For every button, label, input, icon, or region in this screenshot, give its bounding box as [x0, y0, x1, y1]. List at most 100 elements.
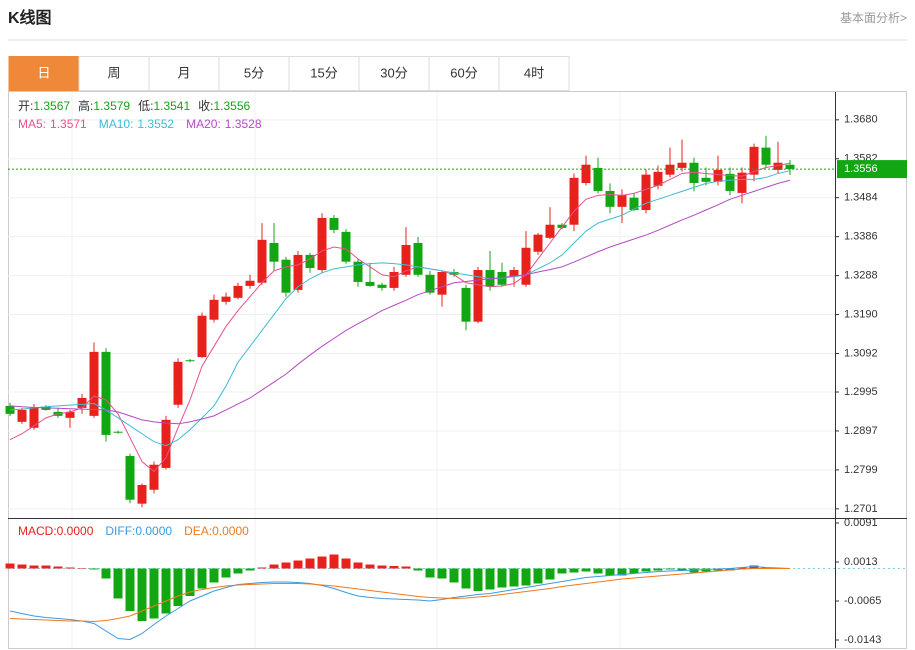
macd-bar: [569, 568, 579, 573]
legend-text: DEA:: [184, 524, 212, 538]
macd-bar: [401, 566, 411, 569]
macd-bar: [209, 568, 219, 583]
macd-bar: [173, 568, 183, 606]
legend-text: 1.3552: [137, 117, 174, 131]
macd-bar: [137, 568, 147, 621]
candle-body: [221, 296, 231, 302]
macd-bar: [245, 568, 255, 571]
macd-bar: [101, 568, 111, 579]
tab[interactable]: [148, 56, 220, 91]
legend-text: 高:: [78, 98, 93, 113]
candle-body: [149, 464, 159, 490]
y-tick-label: 1.3484: [844, 192, 878, 204]
candle-body: [233, 285, 243, 298]
macd-bar: [197, 568, 207, 589]
candle-body: [653, 171, 663, 186]
macd-bar: [41, 565, 51, 569]
candle-body: [89, 351, 99, 416]
candle-body: [173, 361, 183, 405]
y-tick-label: 0.0091: [844, 517, 878, 529]
tab-label[interactable]: 60分: [450, 65, 477, 80]
candle-body: [749, 146, 759, 175]
y-tick-label: 1.3386: [844, 231, 878, 243]
moving-average-line: [9, 162, 791, 473]
tab-label[interactable]: 5分: [244, 65, 264, 80]
macd-bar: [269, 564, 279, 569]
legend: 开:1.3567 高:1.3579 低:1.3541 收:1.3556: [18, 98, 251, 113]
macd-bar: [581, 568, 591, 572]
macd-bar: [545, 568, 555, 580]
candle-body: [533, 234, 543, 252]
macd-bar: [449, 568, 459, 583]
candle-body: [677, 162, 687, 168]
moving-average-line: [9, 179, 791, 425]
candle-body: [281, 259, 291, 293]
y-tick-label: 1.2897: [844, 425, 878, 437]
macd-bar: [113, 568, 123, 599]
macd-bar: [341, 558, 351, 569]
tab[interactable]: [498, 56, 570, 91]
candle-body: [737, 172, 747, 193]
macd-bar: [665, 568, 675, 570]
candle-body: [629, 197, 639, 211]
tab-label[interactable]: 日: [37, 65, 50, 80]
tab[interactable]: [358, 56, 430, 91]
candle-body: [773, 162, 783, 170]
candle-body: [257, 239, 267, 283]
tab-label[interactable]: 4时: [524, 65, 544, 80]
candle-body: [593, 167, 603, 191]
tab-bar: 日 周 月 5分 15分 30分 60分 4时: [8, 56, 570, 91]
candle-body: [389, 272, 399, 288]
tab-label[interactable]: 周: [107, 65, 120, 80]
candle-body: [365, 281, 375, 286]
y-tick-label: -0.0143: [844, 634, 881, 646]
macd-bar: [317, 556, 327, 569]
macd-bar: [653, 568, 663, 571]
candle-body: [641, 174, 651, 211]
legend-text: MACD:: [18, 524, 57, 538]
candle-body: [581, 164, 591, 183]
legend-text: MA5:: [18, 117, 46, 131]
candle-body: [761, 147, 771, 165]
legend-text: MA20:: [186, 117, 221, 131]
macd-bar: [425, 568, 435, 578]
legend-text: DIFF:: [105, 524, 135, 538]
candle-body: [329, 217, 339, 230]
tab[interactable]: [78, 56, 150, 91]
legend-text: MA10:: [99, 117, 134, 131]
macd-bar: [509, 568, 519, 587]
macd-bar: [365, 564, 375, 569]
macd-bar: [377, 565, 387, 569]
fundamental-link[interactable]: 基本面分析>: [840, 11, 907, 25]
macd-bar: [677, 568, 687, 571]
tab-label[interactable]: 30分: [380, 65, 407, 80]
candle-body: [197, 315, 207, 358]
y-tick-label: 1.2799: [844, 464, 878, 476]
macd-bar: [437, 568, 447, 579]
macd-bar: [125, 568, 135, 611]
candle-body: [401, 244, 411, 275]
candle-body: [785, 164, 795, 170]
legend-text: 0.0000: [212, 524, 249, 538]
y-tick-label: -0.0065: [844, 595, 881, 607]
macd-bar: [161, 568, 171, 614]
last-price-label: 1.3556: [844, 163, 878, 175]
candle-body: [473, 270, 483, 322]
macd-bar: [629, 568, 639, 574]
tab-label[interactable]: 15分: [310, 65, 337, 80]
macd-bar: [17, 564, 27, 569]
macd-bar: [461, 568, 471, 589]
macd-bar: [497, 568, 507, 588]
y-tick-label: 0.0013: [844, 556, 878, 568]
legend-text: 1.3579: [93, 99, 130, 113]
legend-text: 收:: [198, 99, 213, 113]
macd-bar: [557, 568, 567, 574]
candle-body: [353, 261, 363, 282]
candle-body: [29, 407, 39, 428]
candle-body: [161, 419, 171, 468]
candle-body: [665, 164, 675, 175]
candle-body: [713, 169, 723, 182]
y-tick-label: 1.3288: [844, 269, 878, 281]
candle-body: [521, 247, 531, 285]
tab-label[interactable]: 月: [177, 65, 190, 80]
